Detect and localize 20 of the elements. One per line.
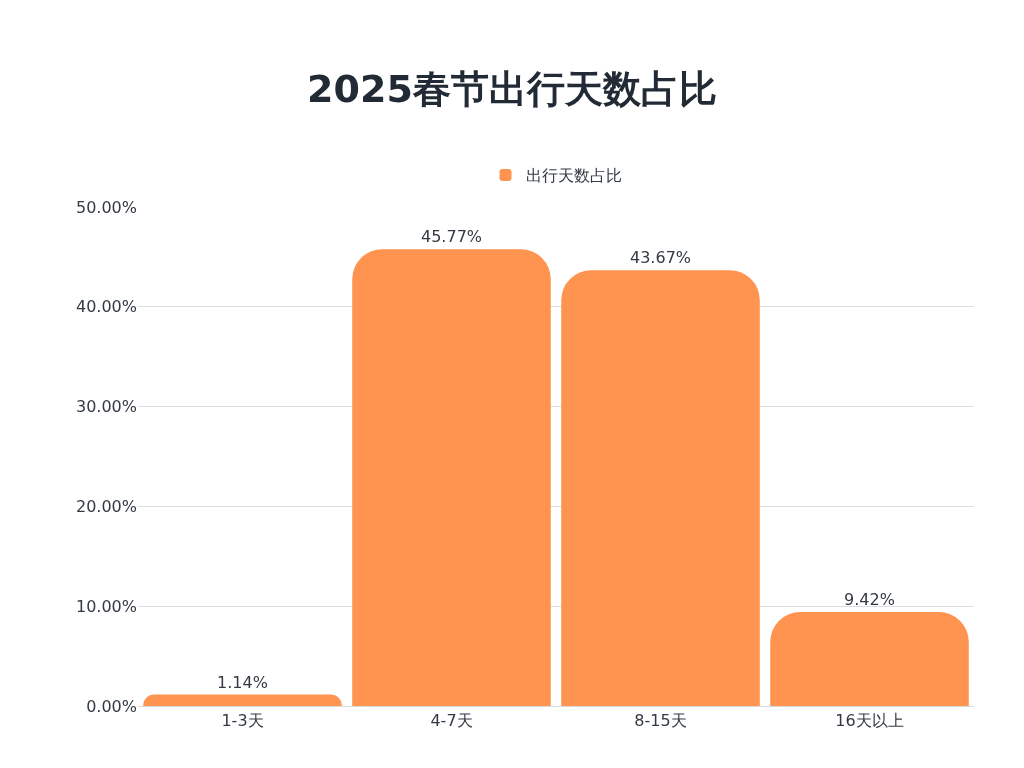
data-label: 1.14% [217, 672, 268, 692]
data-label: 9.42% [844, 589, 895, 609]
bar [770, 611, 969, 706]
chart-title: 2025春节出行天数占比 [307, 66, 717, 111]
y-tick-label: 40.00% [75, 297, 137, 317]
x-tick-label: 4-7天 [430, 711, 473, 731]
bar [143, 694, 342, 706]
y-tick-label: 20.00% [75, 497, 137, 516]
x-tick-label: 1-3天 [221, 711, 264, 731]
y-tick-label: 30.00% [75, 397, 137, 417]
data-label: 43.67% [630, 248, 692, 268]
bar [352, 249, 551, 706]
x-tick-label: 8-15天 [634, 711, 687, 731]
y-tick-label: 10.00% [75, 596, 137, 616]
legend-label: 出行天数占比 [525, 166, 622, 186]
y-tick-label: 50.00% [75, 197, 137, 217]
bar [561, 270, 760, 706]
y-tick-label: 0.00% [86, 696, 137, 716]
data-label: 45.77% [421, 227, 483, 247]
x-tick-label: 16天以上 [835, 711, 904, 731]
